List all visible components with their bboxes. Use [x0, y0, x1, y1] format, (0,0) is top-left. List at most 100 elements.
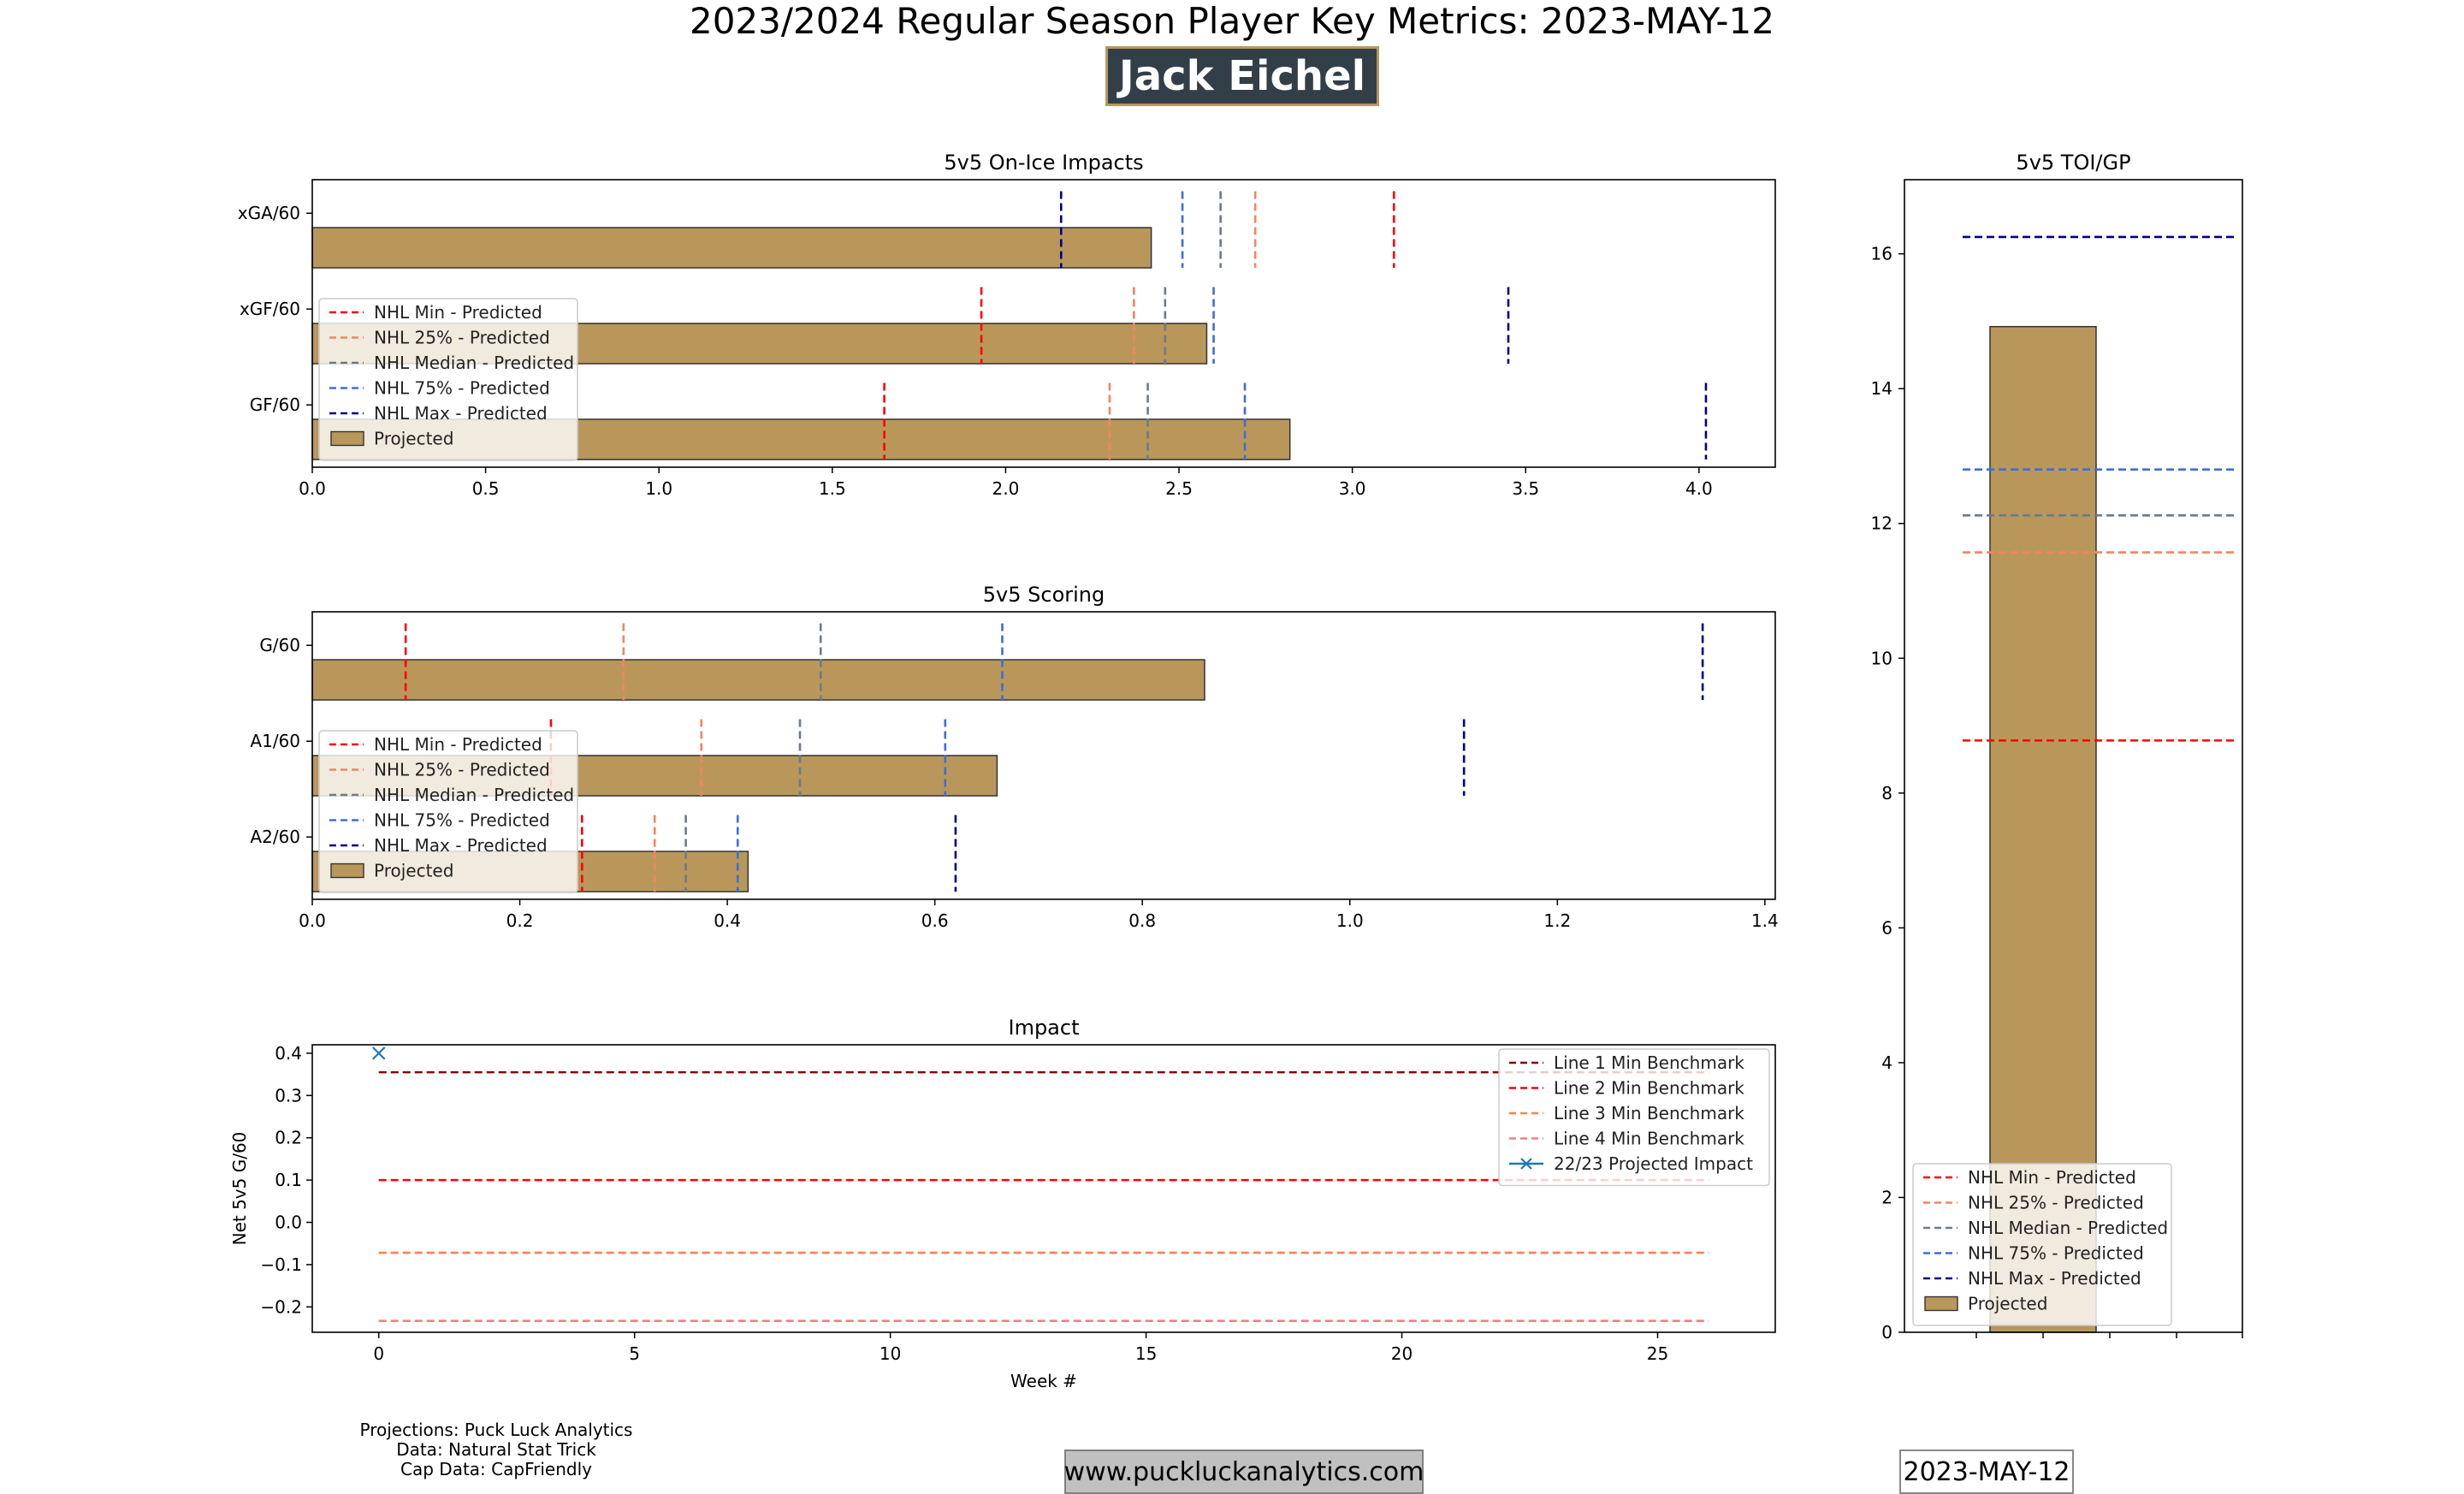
impact-ytick-label-0-1: −0.1 — [260, 1254, 302, 1275]
impact-title: Impact — [1008, 1016, 1079, 1040]
toi-legend-swatch-projected — [1924, 1295, 1958, 1312]
toi-ytick-label-2: 2 — [1881, 1187, 1892, 1207]
on-ice-impacts-xtick-label-3-5: 3.5 — [1512, 478, 1539, 499]
impact-legend-label-line-3-min-benchmark: Line 3 Min Benchmark — [1554, 1103, 1744, 1123]
toi-legend-label-nhl-25-predicted: NHL 25% - Predicted — [1968, 1193, 2144, 1213]
impact-legend-label-line-2-min-benchmark: Line 2 Min Benchmark — [1554, 1078, 1744, 1099]
on-ice-impacts-legend-swatch-projected — [330, 430, 364, 447]
on-ice-impacts-bar-xga-60 — [311, 227, 1152, 269]
scoring-legend-label-nhl-max-predicted: NHL Max - Predicted — [374, 835, 548, 856]
on-ice-impacts-chart: 5v5 On-Ice Impacts xGA/60 xGF/60 GF/60 0.0 0.… — [238, 151, 1776, 499]
on-ice-impacts-xtick-label-3-0: 3.0 — [1339, 478, 1366, 499]
impact-legend-marker-22-23-projected-impact — [1520, 1158, 1532, 1170]
figure-suptitle: 2023/2024 Regular Season Player Key Metr… — [689, 0, 1775, 42]
credit-data: Data: Natural Stat Trick — [396, 1439, 596, 1460]
impact-ytick-label-0-4: 0.4 — [275, 1043, 302, 1064]
scoring-xtick-label-0-8: 0.8 — [1128, 910, 1156, 931]
scoring-legend-swatch-projected — [330, 863, 364, 879]
on-ice-impacts-xtick-label-4-0: 4.0 — [1685, 478, 1713, 499]
scoring-xtick-label-0-2: 0.2 — [506, 910, 534, 931]
credit-projections: Projections: Puck Luck Analytics — [359, 1420, 633, 1440]
website-badge[interactable]: www.puckluckanalytics.com — [1064, 1450, 1424, 1494]
toi-ytick-label-0: 0 — [1881, 1322, 1892, 1343]
on-ice-impacts-legend-label-nhl-median-predicted: NHL Median - Predicted — [374, 353, 574, 373]
impact-legend-frame — [1498, 1048, 1770, 1187]
scoring-ytick-label-a2-60: A2/60 — [250, 827, 300, 847]
scoring-title: 5v5 Scoring — [983, 583, 1105, 607]
toi-ytick-label-10: 10 — [1871, 648, 1892, 668]
impact-legend-label-line-4-min-benchmark: Line 4 Min Benchmark — [1554, 1129, 1744, 1149]
toi-title: 5v5 TOI/GP — [2016, 151, 2130, 175]
on-ice-impacts-xtick-label-0-5: 0.5 — [472, 478, 500, 499]
date-badge: 2023-MAY-12 — [1899, 1450, 2074, 1494]
toi-legend-label-nhl-75-predicted: NHL 75% - Predicted — [1968, 1243, 2144, 1264]
on-ice-impacts-ytick-label-xgf-60: xGF/60 — [240, 299, 300, 319]
date-badge-text: 2023-MAY-12 — [1903, 1456, 2070, 1487]
on-ice-impacts-legend-label-nhl-25-predicted: NHL 25% - Predicted — [374, 328, 550, 348]
website-link[interactable]: www.puckluckanalytics.com — [1063, 1456, 1424, 1487]
impact-ytick-label-0-1: 0.1 — [275, 1170, 302, 1190]
scoring-ytick-label-g-60: G/60 — [259, 635, 300, 655]
impact-xtick-label-5: 5 — [629, 1343, 640, 1364]
scoring-legend-label-projected: Projected — [374, 861, 453, 881]
credit-cap-data: Cap Data: CapFriendly — [400, 1459, 592, 1479]
toi-ytick-label-16: 16 — [1871, 244, 1892, 264]
scoring-xtick-label-1-0: 1.0 — [1336, 910, 1364, 931]
on-ice-impacts-xtick-label-2-5: 2.5 — [1165, 478, 1193, 499]
on-ice-impacts-frame — [311, 179, 1776, 468]
impact-ytick-label-0-2: −0.2 — [260, 1296, 302, 1317]
impact-ylabel: Net 5v5 G/60 — [229, 1132, 250, 1246]
impact-xtick-label-10: 10 — [880, 1343, 901, 1364]
impact-xtick-label-15: 15 — [1135, 1343, 1157, 1364]
impact-ytick-label-0-3: 0.3 — [275, 1085, 302, 1106]
toi-legend-label-nhl-max-predicted: NHL Max - Predicted — [1968, 1268, 2141, 1289]
impact-legend-label-22-23-projected-impact: 22/23 Projected Impact — [1554, 1153, 1753, 1174]
on-ice-impacts-title: 5v5 On-Ice Impacts — [944, 151, 1143, 175]
on-ice-impacts-ytick-label-xga-60: xGA/60 — [238, 203, 300, 223]
on-ice-impacts-xtick-label-1-5: 1.5 — [819, 478, 846, 499]
player-name-badge: Jack Eichel — [1105, 46, 1379, 106]
scoring-chart: 5v5 Scoring G/60 A1/60 A2/60 0.0 0.2 0.4 0.6 0.8… — [250, 583, 1778, 931]
toi-legend-label-nhl-median-predicted: NHL Median - Predicted — [1968, 1218, 2168, 1238]
scoring-xtick-label-1-4: 1.4 — [1751, 910, 1779, 931]
toi-legend-label-nhl-min-predicted: NHL Min - Predicted — [1968, 1167, 2136, 1188]
scoring-xtick-label-0-4: 0.4 — [714, 910, 741, 931]
toi-chart: 5v5 TOI/GP 0 2 4 6 8 10 12 14 16 NHL Min - Predict… — [1871, 151, 2243, 1343]
scoring-ytick-label-a1-60: A1/60 — [250, 731, 300, 751]
impact-point-22-23-projected-impact — [371, 1046, 386, 1060]
on-ice-impacts-xtick-label-0-0: 0.0 — [299, 478, 326, 499]
impact-xlabel: Week # — [1010, 1371, 1077, 1391]
on-ice-impacts-legend-label-nhl-min-predicted: NHL Min - Predicted — [374, 302, 542, 323]
impact-xtick-label-25: 25 — [1647, 1343, 1668, 1364]
impact-ytick-label-0-2: 0.2 — [275, 1128, 302, 1148]
scoring-bar-g-60 — [311, 659, 1205, 701]
on-ice-impacts-legend-frame — [318, 298, 578, 461]
scoring-xtick-label-1-2: 1.2 — [1543, 910, 1571, 931]
toi-legend-label-projected: Projected — [1968, 1294, 2047, 1314]
scoring-legend-frame — [318, 730, 578, 893]
toi-ytick-label-4: 4 — [1881, 1052, 1892, 1073]
scoring-frame — [311, 611, 1776, 900]
toi-frame — [1904, 179, 2243, 1333]
toi-legend-frame — [1912, 1163, 2172, 1326]
on-ice-impacts-legend-label-nhl-max-predicted: NHL Max - Predicted — [374, 403, 548, 424]
on-ice-impacts-ytick-label-gf-60: GF/60 — [250, 394, 300, 415]
scoring-xtick-label-0-6: 0.6 — [921, 910, 949, 931]
player-name: Jack Eichel — [1118, 52, 1366, 100]
scoring-legend-label-nhl-median-predicted: NHL Median - Predicted — [374, 785, 574, 805]
toi-ytick-label-6: 6 — [1881, 917, 1892, 938]
on-ice-impacts-xtick-label-2-0: 2.0 — [992, 478, 1020, 499]
scoring-legend-label-nhl-75-predicted: NHL 75% - Predicted — [374, 810, 550, 831]
impact-xtick-label-0: 0 — [373, 1343, 384, 1364]
on-ice-impacts-legend-label-nhl-75-predicted: NHL 75% - Predicted — [374, 378, 550, 399]
scoring-legend-label-nhl-25-predicted: NHL 25% - Predicted — [374, 760, 550, 780]
impact-legend-label-line-1-min-benchmark: Line 1 Min Benchmark — [1554, 1052, 1744, 1073]
impact-chart: Impact 0 5 10 15 20 25 0.4 0.3 0.2 0.1 0.0 −0.1 −0.2 W… — [229, 1016, 1776, 1391]
credits-block: Projections: Puck Luck Analytics Data: N… — [308, 1420, 684, 1479]
toi-ytick-label-8: 8 — [1881, 783, 1892, 803]
impact-xtick-label-20: 20 — [1391, 1343, 1413, 1364]
on-ice-impacts-legend-label-projected: Projected — [374, 429, 453, 449]
scoring-legend-label-nhl-min-predicted: NHL Min - Predicted — [374, 734, 542, 755]
impact-ytick-label-0-0: 0.0 — [275, 1212, 302, 1233]
